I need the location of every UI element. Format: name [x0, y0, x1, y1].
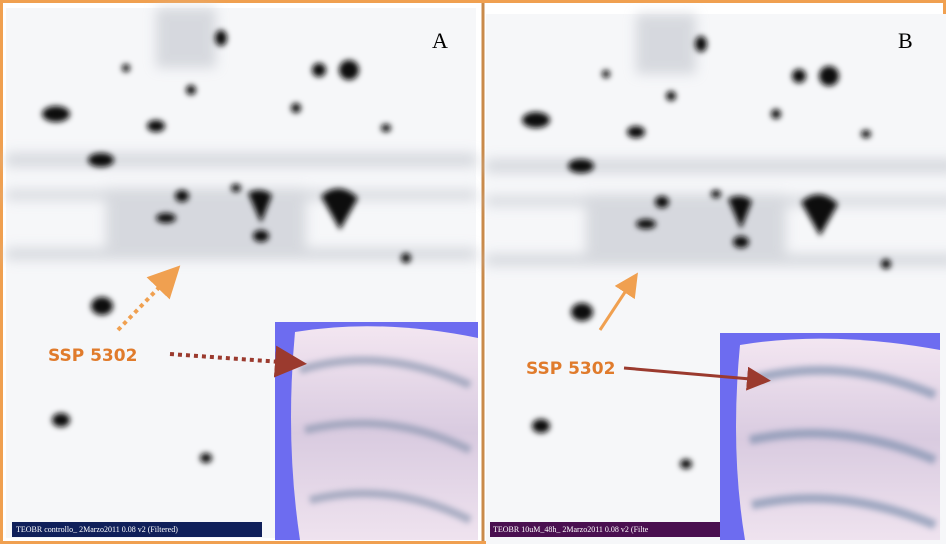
annotation: SSP 5302 [48, 346, 137, 366]
panel-a: A SSP 5302 TEOBR controllo_ 2Marzo2011 0… [6, 8, 478, 540]
inset [275, 322, 478, 540]
panel-label: B [898, 28, 913, 53]
caption: TEOBR controllo_ 2Marzo2011 0.08 v2 (Fil… [16, 525, 178, 534]
panel-b: B SSP 5302 TEOBR 10uM_48h_ 2Marzo2011 0.… [486, 14, 946, 544]
caption: TEOBR 10uM_48h_ 2Marzo2011 0.08 v2 (Filt… [493, 525, 649, 534]
panel-label: A [432, 28, 448, 53]
inset [720, 333, 940, 540]
annotation: SSP 5302 [526, 359, 615, 379]
figure: A SSP 5302 TEOBR controllo_ 2Marzo2011 0… [0, 0, 946, 544]
